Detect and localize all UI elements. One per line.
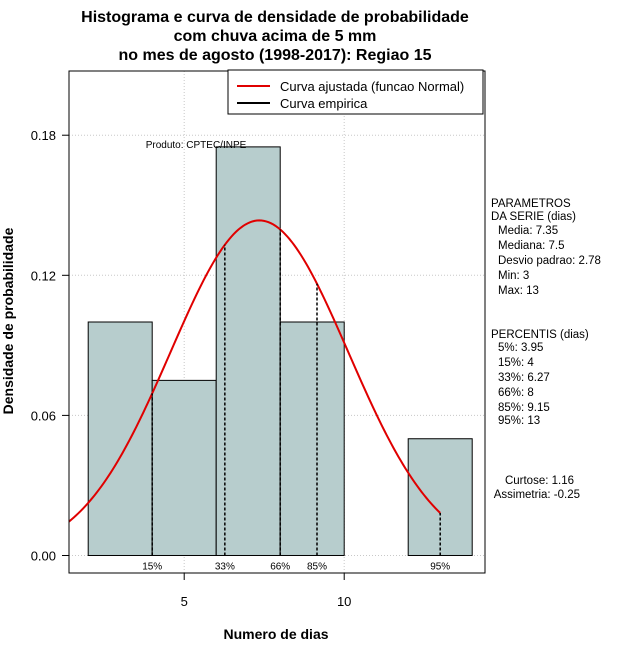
y-tick-label: 0.18 (31, 128, 56, 143)
x-axis-title: Numero de dias (223, 626, 328, 642)
x-tick-label: 10 (337, 594, 351, 609)
y-axis-title: Densidade de probabilidade (0, 227, 16, 414)
parametros-item: Min: 3 (498, 270, 529, 282)
percentile-label: 85% (307, 561, 327, 572)
percentis-item: 33%: 6.27 (498, 372, 550, 384)
chart-title-line-1: Histograma e curva de densidade de proba… (81, 9, 469, 26)
parametros-heading-1: PARAMETROS (491, 198, 571, 210)
histogram-bar (87, 321, 153, 556)
percentile-label: 95% (430, 561, 450, 572)
legend-box (227, 69, 484, 115)
x-axis: 5 10 (181, 573, 351, 609)
parametros-item: Max: 13 (498, 285, 539, 297)
percentis-item: 66%: 8 (498, 387, 534, 399)
legend-label-empirical: Curva empirica (280, 96, 368, 111)
percentile-markers: 15% 33% 66% 85% 95% (142, 229, 450, 572)
legend: Curva ajustada (funcao Normal) Curva emp… (227, 69, 484, 115)
percentile-label: 33% (215, 561, 235, 572)
y-tick-label: 0.12 (31, 268, 56, 283)
percentile-label: 66% (270, 561, 290, 572)
parametros-item: Desvio padrao: 2.78 (498, 255, 601, 267)
statistics-panel: PARAMETROS DA SERIE (dias) Media: 7.35 M… (491, 198, 601, 501)
histogram-bar (151, 379, 217, 556)
percentile-label: 15% (142, 561, 162, 572)
percentis-item: 5%: 3.95 (498, 342, 543, 354)
curtose-value: Curtose: 1.16 (505, 475, 574, 487)
legend-label-normal: Curva ajustada (funcao Normal) (280, 79, 464, 94)
assimetria-value: Assimetria: -0.25 (494, 489, 580, 501)
percentis-item: 15%: 4 (498, 357, 534, 369)
y-tick-label: 0.00 (31, 548, 56, 563)
chart-title: Histograma e curva de densidade de proba… (81, 9, 469, 64)
histogram-bar (407, 438, 473, 556)
y-axis: 0.00 0.06 0.12 0.18 (31, 128, 70, 563)
histogram-bar (279, 321, 345, 556)
product-credit: Produto: CPTEC/INPE (146, 140, 247, 151)
histogram-bar (215, 146, 281, 556)
parametros-item: Media: 7.35 (498, 225, 558, 237)
x-tick-label: 5 (181, 594, 188, 609)
normal-curve-line (68, 219, 441, 523)
normal-curve (68, 219, 441, 523)
y-tick-label: 0.06 (31, 408, 56, 423)
percentis-heading: PERCENTIS (dias) (491, 329, 589, 341)
chart-title-line-2: com chuva acima de 5 mm (174, 28, 377, 45)
percentis-item: 85%: 9.15 (498, 402, 550, 414)
parametros-item: Mediana: 7.5 (498, 240, 565, 252)
histogram-bars (87, 146, 473, 556)
parametros-heading-2: DA SERIE (dias) (491, 211, 576, 223)
percentis-item: 95%: 13 (498, 415, 540, 427)
chart-title-line-3: no mes de agosto (1998-2017): Regiao 15 (119, 47, 432, 64)
